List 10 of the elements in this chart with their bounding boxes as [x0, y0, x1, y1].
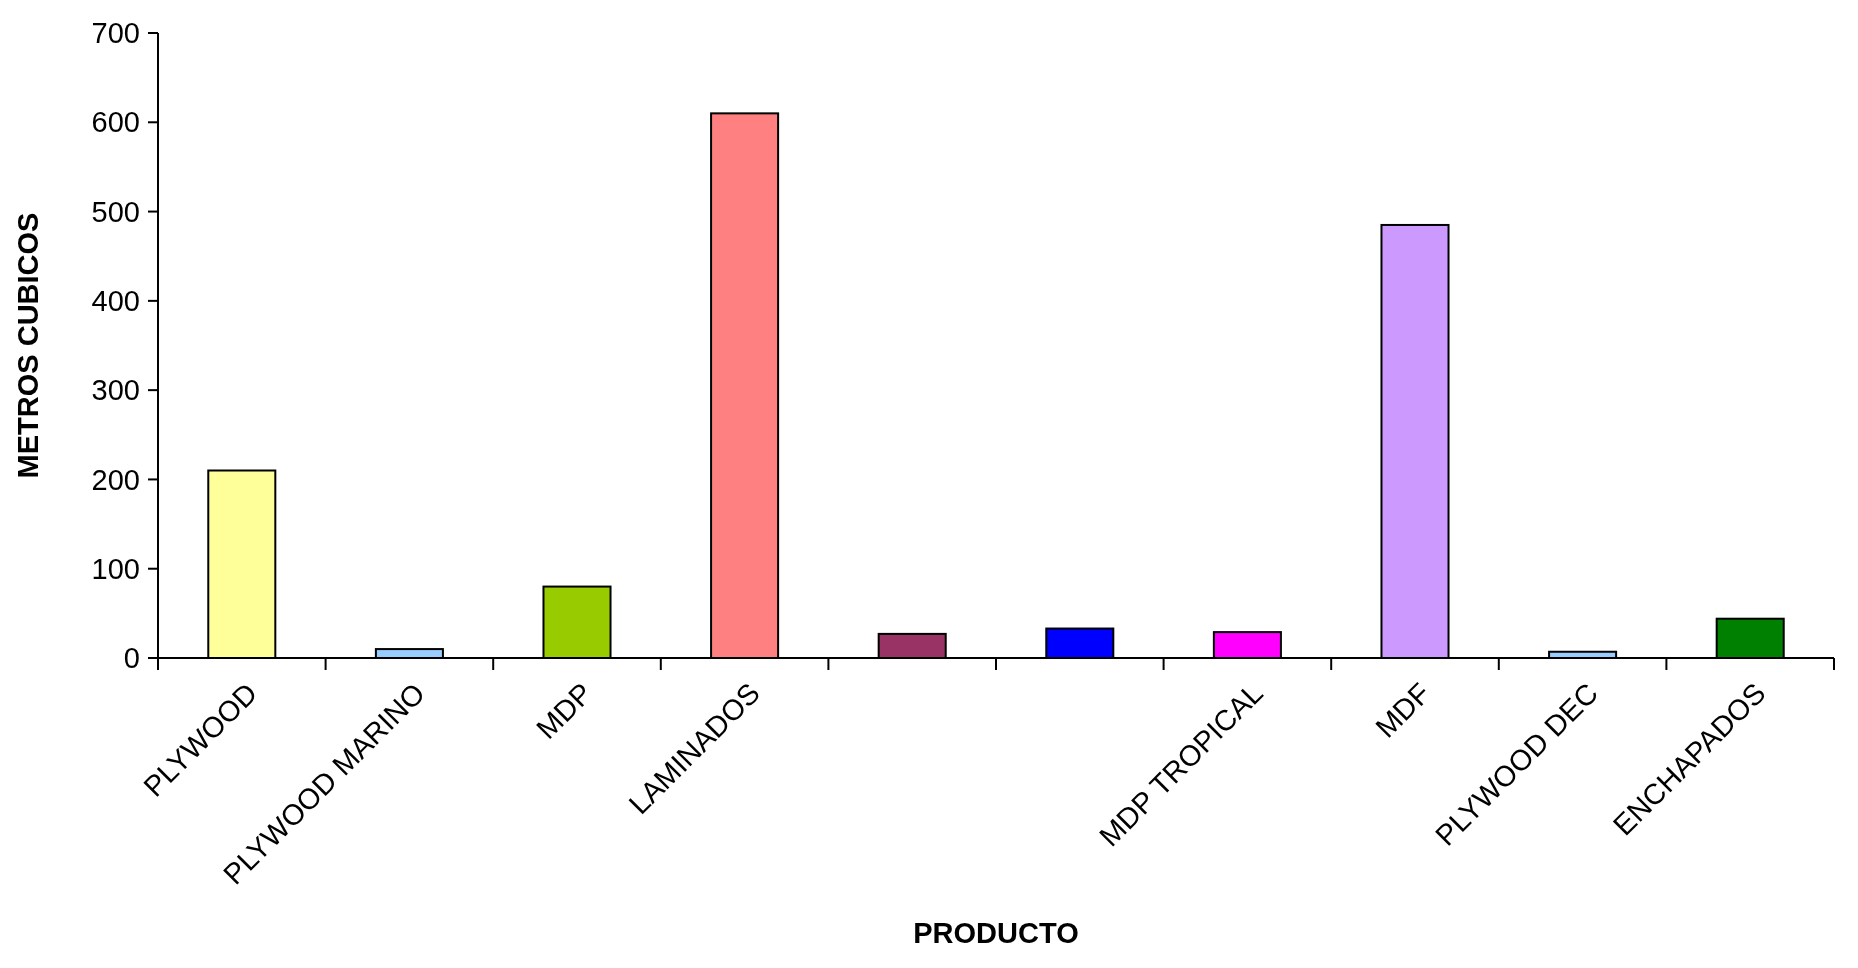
y-tick-label: 300 [91, 374, 140, 407]
y-axis-title: METROS CUBICOS [12, 212, 44, 479]
y-tick-label: 700 [91, 17, 140, 50]
y-tick-label: 500 [91, 195, 140, 228]
y-tick-label: 100 [91, 552, 140, 585]
x-axis-title: PRODUCTO [913, 917, 1079, 949]
y-tick-label: 0 [123, 642, 140, 675]
y-tick-label: 200 [91, 463, 140, 496]
y-tick-label: 600 [91, 106, 140, 139]
y-tick-label: 400 [91, 285, 140, 318]
